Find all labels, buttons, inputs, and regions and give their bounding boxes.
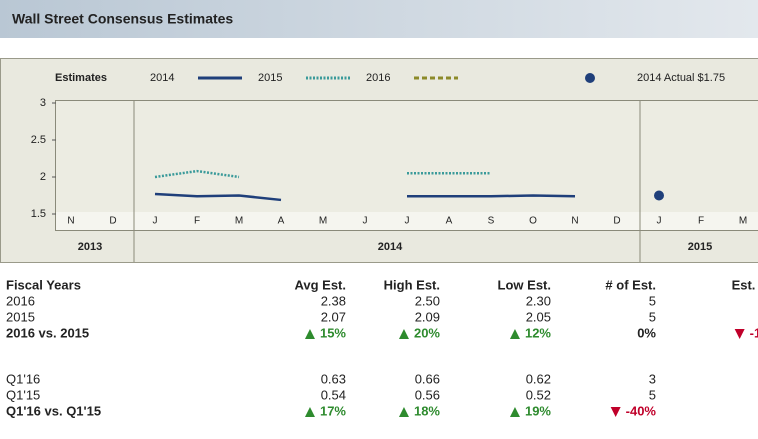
line: [154, 169, 491, 179]
arrow-up: [304, 407, 315, 417]
cell: 2.38: [321, 293, 346, 308]
cell: 20%: [414, 325, 440, 340]
line: [154, 192, 576, 202]
x-tick-label: D: [109, 216, 116, 227]
cell: 0.62: [526, 371, 551, 386]
cell: 5: [649, 293, 656, 308]
series: 2016: [366, 72, 458, 84]
x-tick-label: F: [698, 216, 704, 227]
legend-label: 2015: [258, 72, 282, 84]
arrow-down: [734, 329, 745, 339]
header-title: Wall Street Consensus Estimates: [12, 11, 233, 27]
y-tick-label: 3: [40, 97, 46, 109]
cell: 18%: [414, 403, 440, 418]
column-header: High Est.: [384, 277, 440, 292]
legend-title: Estimates: [55, 72, 107, 84]
x-tick-label: J: [657, 216, 662, 227]
cell: 0.66: [415, 371, 440, 386]
cell: 2.50: [415, 293, 440, 308]
cell: Q1'15: [6, 387, 40, 402]
cell: 0.56: [415, 387, 440, 402]
cell: 5: [649, 309, 656, 324]
cell: 17%: [320, 403, 346, 418]
x-tick-label: M: [235, 216, 243, 227]
cell: 19%: [525, 403, 551, 418]
cell: 2.30: [526, 293, 551, 308]
x-tick-label: O: [529, 216, 537, 227]
cell: -40%: [626, 403, 657, 418]
header-bar: [0, 0, 758, 38]
x-tick-label: D: [613, 216, 620, 227]
column-header: Est. P/E: [732, 277, 758, 292]
arrow-up: [398, 407, 409, 417]
series: 2014: [150, 72, 576, 202]
legend-label: 2014 Actual $1.75: [637, 72, 725, 84]
cell: 2015: [6, 309, 35, 324]
series: 2014 Actual $1.75: [585, 72, 725, 201]
cell: 12%: [525, 325, 551, 340]
y-tick-label: 2.5: [31, 134, 46, 146]
year-label: 2013: [78, 241, 102, 253]
cell: 15%: [320, 325, 346, 340]
x-tick-label: A: [446, 216, 453, 227]
column-header: Avg Est.: [294, 277, 346, 292]
plot-area: [55, 100, 758, 231]
cell: 0.54: [321, 387, 346, 402]
x-tick-label: S: [488, 216, 495, 227]
series: 2015: [154, 72, 491, 179]
x-tick-label: J: [153, 216, 158, 227]
cell: -13%: [750, 325, 758, 340]
column-header: # of Est.: [605, 277, 656, 292]
y-tick-label: 1.5: [31, 208, 46, 220]
legend-label: 2016: [366, 72, 390, 84]
cell: 0.63: [321, 371, 346, 386]
cell: 0%: [637, 325, 656, 340]
cell: 5: [649, 387, 656, 402]
column-header: Fiscal Years: [6, 277, 81, 292]
column-header: Low Est.: [498, 277, 551, 292]
cell: 2.07: [321, 309, 346, 324]
arrow-down: [610, 407, 621, 417]
estimates-table: Fiscal Years Avg Est. High Est. Low Est. # o…: [6, 277, 758, 418]
cell: Q1'16 vs. Q1'15: [6, 403, 101, 418]
y-tick-label: 2: [40, 171, 46, 183]
arrow-up: [398, 329, 409, 339]
cell: Q1'16: [6, 371, 40, 386]
cell: 2.05: [526, 309, 551, 324]
x-tick-label: J: [405, 216, 410, 227]
point: [654, 190, 664, 201]
x-tick-label: N: [67, 216, 74, 227]
legend-label: 2014: [150, 72, 174, 84]
x-tick-label: F: [194, 216, 200, 227]
x-tick-label: M: [739, 216, 747, 227]
x-tick-label: M: [319, 216, 327, 227]
arrow-up: [304, 329, 315, 339]
x-tick-label: J: [363, 216, 368, 227]
x-tick-label: N: [571, 216, 578, 227]
cell: 2016 vs. 2015: [6, 325, 89, 340]
month-row: [56, 212, 758, 230]
year-label: 2014: [378, 241, 403, 253]
cell: 0.52: [526, 387, 551, 402]
legend-swatch: [585, 73, 595, 83]
x-tick-label: A: [278, 216, 285, 227]
year-label: 2015: [688, 241, 712, 253]
cell: 3: [649, 371, 656, 386]
arrow-up: [509, 329, 520, 339]
cell: 2.09: [415, 309, 440, 324]
cell: 2016: [6, 293, 35, 308]
arrow-up: [509, 407, 520, 417]
